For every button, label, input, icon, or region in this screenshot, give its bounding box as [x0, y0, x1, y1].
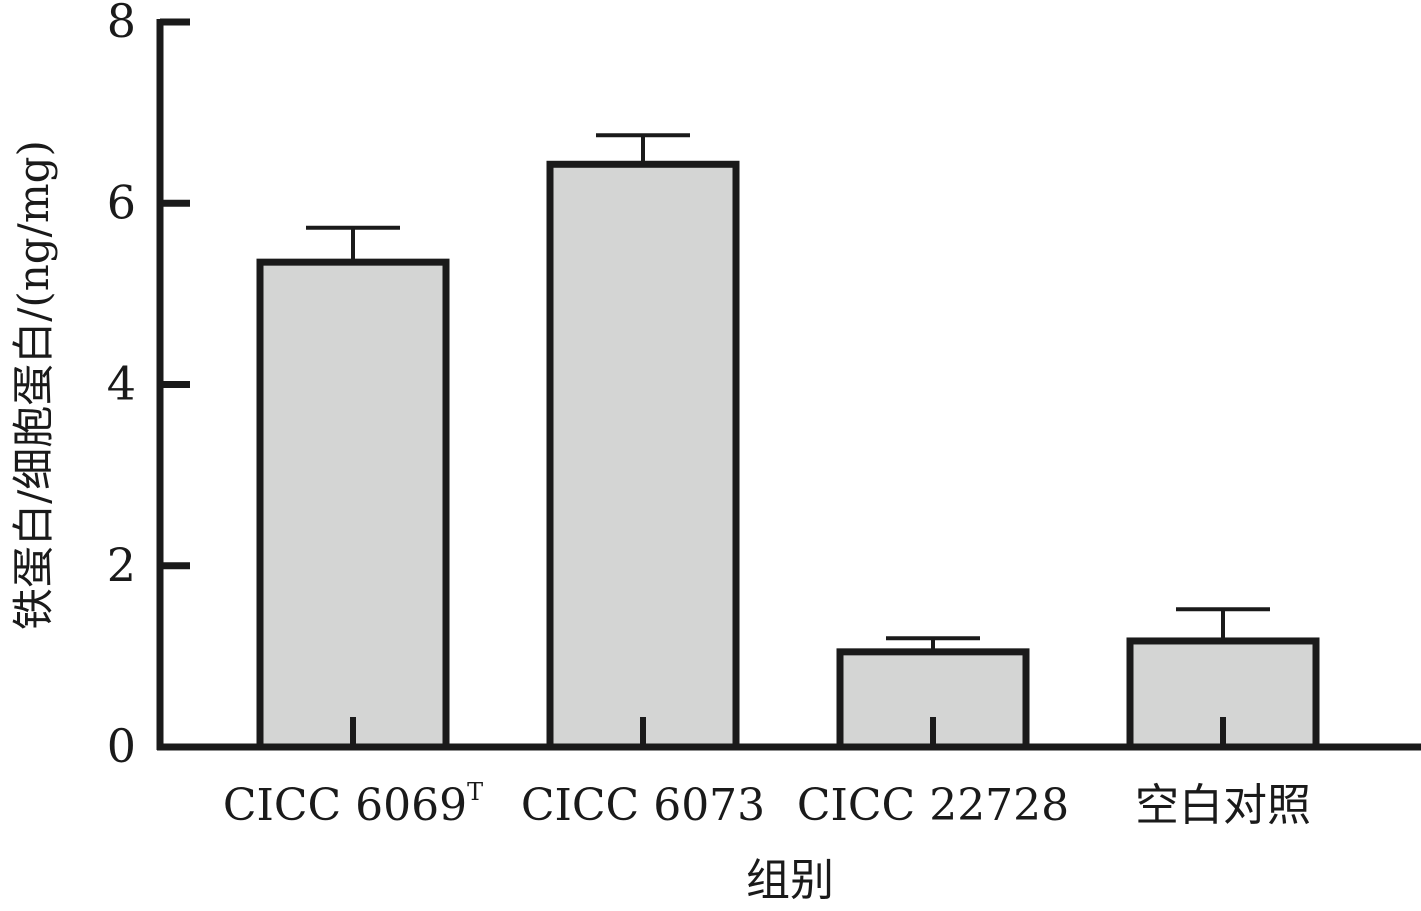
- x-tick-label: CICC 6073: [521, 780, 765, 831]
- y-axis-label: 铁蛋白/细胞蛋白/(ng/mg): [9, 140, 58, 630]
- x-axis-label: 组别: [746, 855, 834, 906]
- x-tick-label: CICC 22728: [797, 780, 1069, 831]
- x-tick-label-superscript: T: [467, 778, 483, 806]
- x-tick-labels: CICC 6069T CICC 6073 CICC 22728 空白对照: [223, 778, 1311, 831]
- error-bars: [306, 133, 1270, 652]
- x-tick-label: 空白对照: [1135, 780, 1311, 831]
- y-tick-label: 2: [107, 538, 136, 592]
- y-tick-label: 0: [107, 719, 136, 773]
- y-tick-label: 8: [107, 0, 136, 48]
- y-tick-labels: 0 2 4 6 8: [107, 0, 136, 773]
- x-tick-label: CICC 6069T: [223, 778, 483, 831]
- y-tick-label: 4: [107, 357, 136, 411]
- bars: [256, 160, 1320, 751]
- bar: [256, 258, 450, 751]
- y-tick-label: 6: [107, 175, 136, 229]
- bar: [546, 160, 740, 751]
